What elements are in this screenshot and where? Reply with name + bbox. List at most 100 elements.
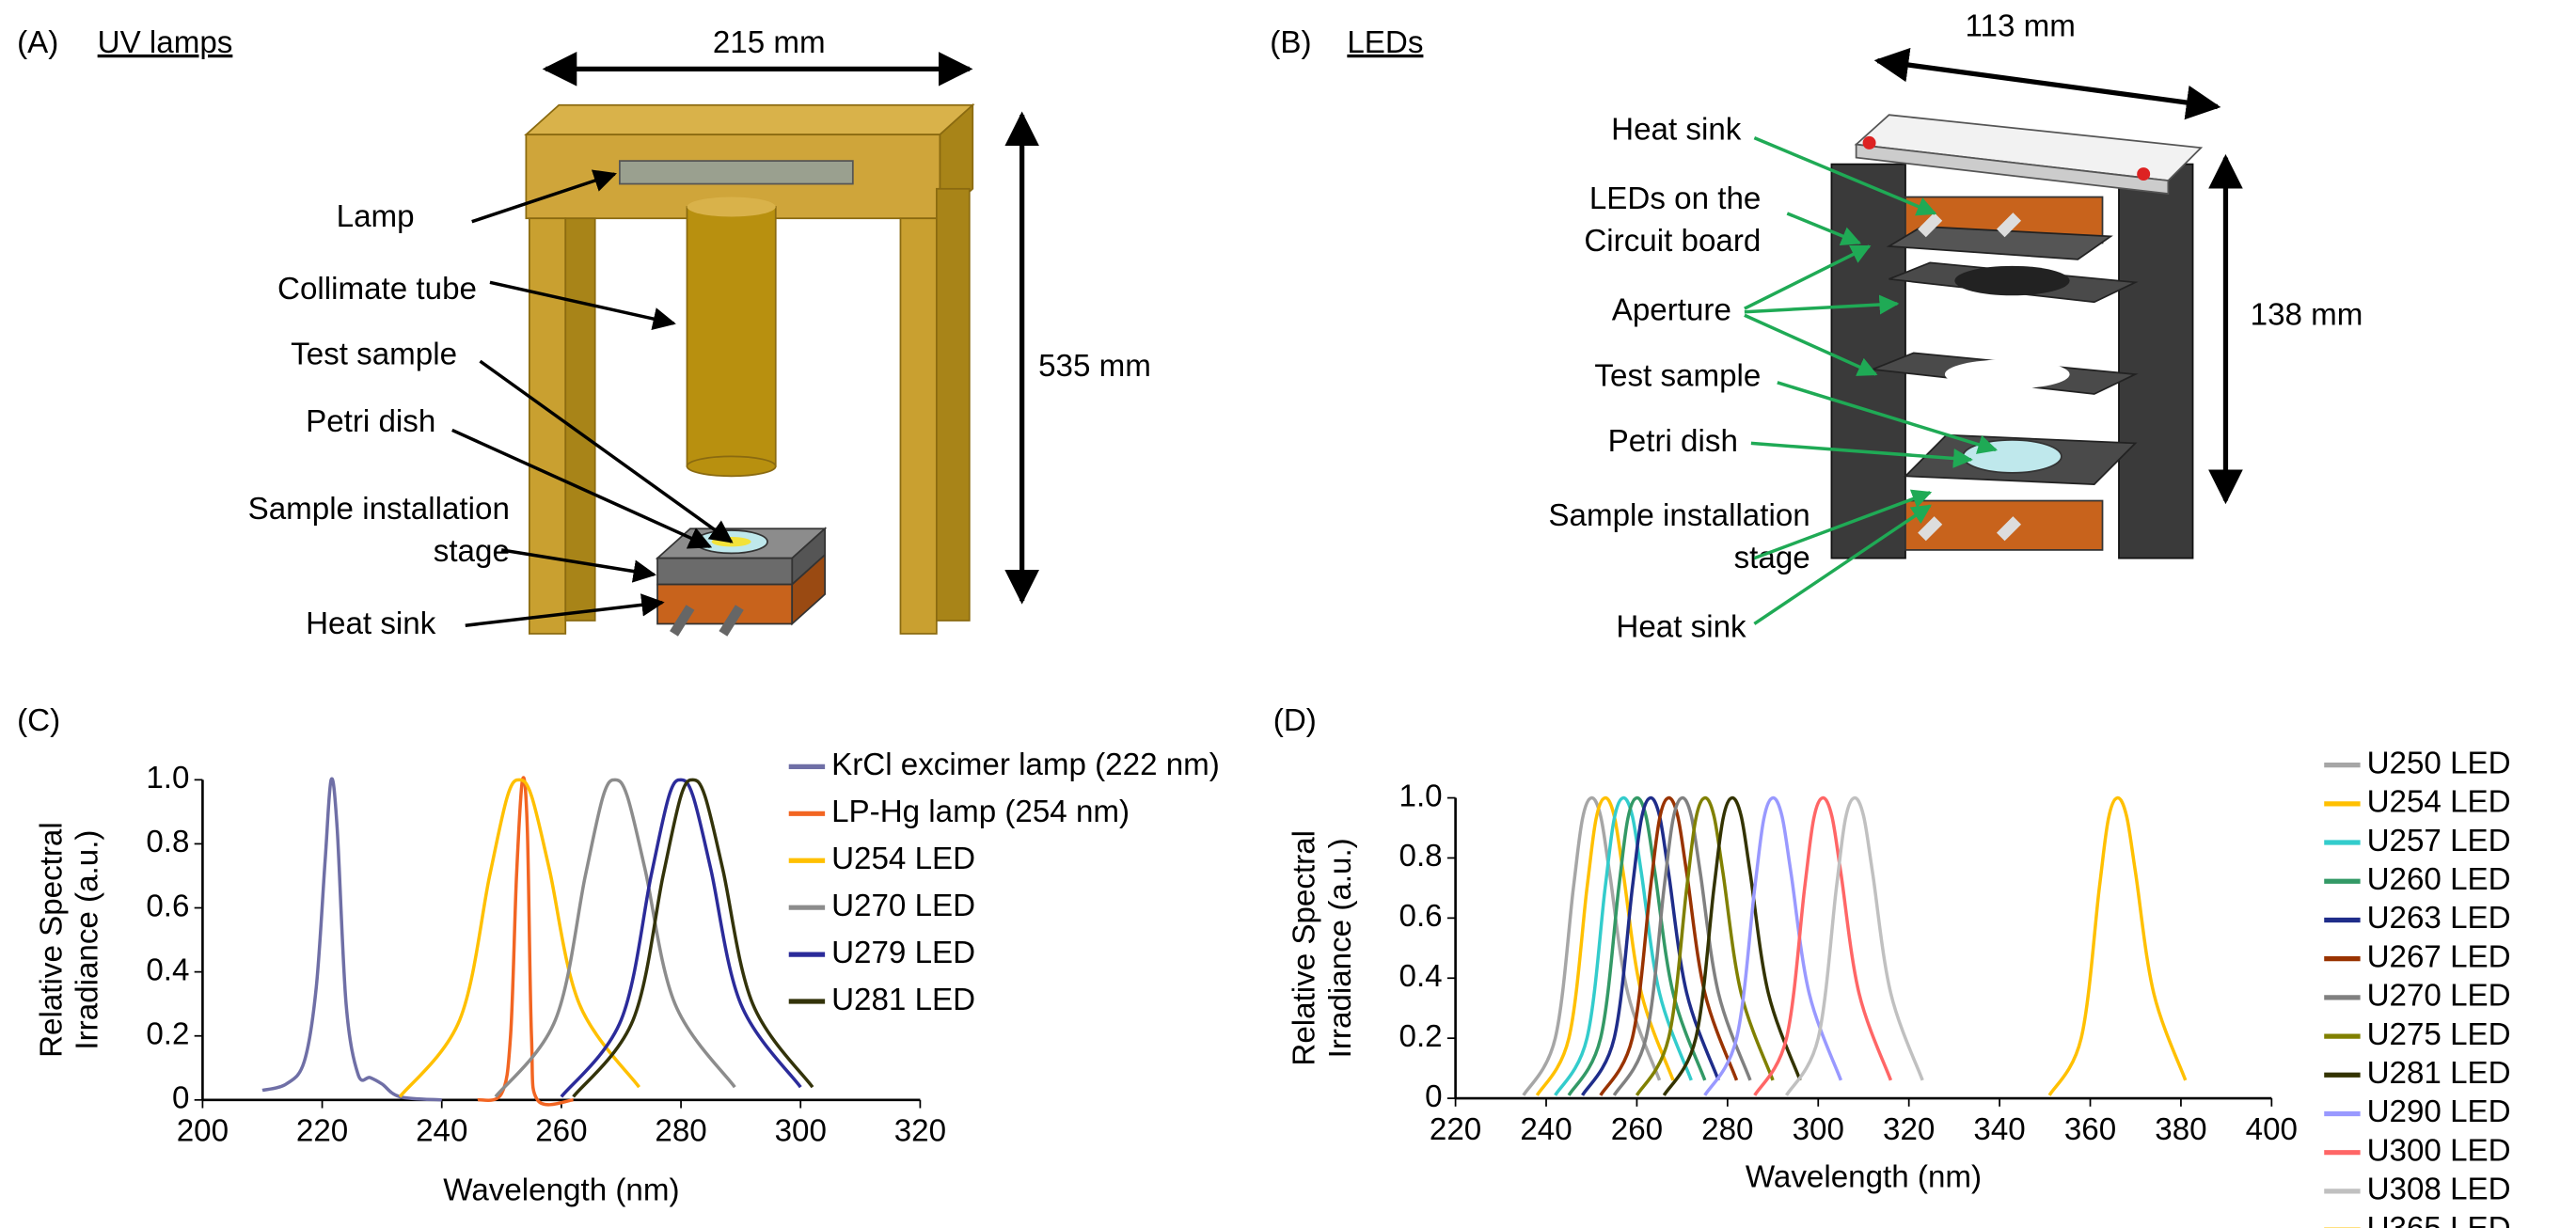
- legend-label: U365 LED: [2367, 1211, 2511, 1228]
- part-label: LEDs on the: [1589, 181, 1761, 216]
- spectrum-line: [572, 778, 814, 1098]
- leader-arrow: [500, 548, 656, 583]
- leader-arrow: [1753, 489, 1933, 560]
- part-label: Circuit board: [1584, 224, 1761, 259]
- leader-arrow: [1753, 504, 1932, 625]
- y-tick-label: 0.8: [1399, 839, 1443, 874]
- leader-arrow: [1744, 244, 1872, 310]
- led-apparatus: [1830, 47, 2243, 559]
- panel-label: (C): [17, 703, 60, 738]
- x-tick-label: 220: [1430, 1112, 1481, 1147]
- leader-arrow: [479, 359, 734, 543]
- x-tick-label: 360: [2064, 1112, 2116, 1147]
- legend-label: U270 LED: [2367, 979, 2511, 1014]
- legend-label: U290 LED: [2367, 1094, 2511, 1129]
- x-tick-label: 200: [177, 1113, 229, 1148]
- spectrum-line: [1662, 795, 1802, 1096]
- y-tick-label: 0.6: [1399, 899, 1443, 934]
- part-label: Heat sink: [1616, 609, 1746, 644]
- spectrum-line: [1612, 795, 1752, 1096]
- y-axis-label: Relative Spectral: [1287, 830, 1321, 1066]
- y-tick-label: 0: [172, 1081, 189, 1116]
- panel-label: (D): [1273, 703, 1317, 738]
- panel-title: LEDs: [1347, 25, 1423, 60]
- part-label: Lamp: [337, 199, 415, 234]
- leader-arrow: [1750, 441, 1973, 468]
- panel-title: UV lamps: [98, 25, 233, 60]
- leader-arrow: [1744, 294, 1900, 315]
- dimension-label: 215 mm: [713, 25, 826, 60]
- y-tick-label: 0.2: [1399, 1019, 1443, 1054]
- y-tick-label: 0.4: [1399, 959, 1443, 994]
- panel-label: (B): [1270, 25, 1311, 60]
- leader-arrow: [1777, 381, 1999, 454]
- x-tick-label: 240: [1520, 1112, 1572, 1147]
- x-tick-label: 300: [775, 1113, 827, 1148]
- spectrum-line: [1599, 795, 1739, 1096]
- y-tick-label: 0: [1425, 1079, 1442, 1114]
- spectrum-line: [1703, 795, 1842, 1096]
- x-tick-label: 380: [2155, 1112, 2206, 1147]
- legend-label: U275 LED: [2367, 1017, 2511, 1052]
- leader-arrow: [1753, 136, 1937, 216]
- legend-label: U250 LED: [2367, 746, 2511, 780]
- part-label: Heat sink: [1611, 112, 1742, 147]
- spectrum-line: [1567, 795, 1707, 1096]
- x-tick-label: 260: [535, 1113, 587, 1148]
- part-label: Petri dish: [306, 404, 435, 439]
- legend-label: U279 LED: [831, 936, 975, 970]
- part-label: stage: [1734, 541, 1810, 575]
- legend-label: U254 LED: [2367, 785, 2511, 820]
- legend-label: U263 LED: [2367, 901, 2511, 936]
- x-tick-label: 280: [655, 1113, 706, 1148]
- spectrum-line: [398, 778, 640, 1098]
- x-tick-label: 260: [1611, 1112, 1663, 1147]
- x-tick-label: 400: [2246, 1112, 2298, 1147]
- x-tick-label: 220: [296, 1113, 348, 1148]
- leader-arrow: [1786, 212, 1862, 245]
- legend-label: U257 LED: [2367, 824, 2511, 858]
- part-label: Sample installation: [1548, 498, 1810, 533]
- spectrum-line: [261, 777, 442, 1102]
- spectrum-line: [477, 776, 574, 1107]
- part-label: Petri dish: [1608, 424, 1738, 459]
- part-label: Sample installation: [248, 492, 510, 527]
- y-tick-label: 0.4: [146, 952, 189, 987]
- y-tick-label: 0.2: [146, 1016, 189, 1051]
- x-tick-label: 320: [1883, 1112, 1935, 1147]
- x-tick-label: 240: [416, 1113, 467, 1148]
- spectrum-line: [494, 778, 736, 1098]
- y-tick-label: 1.0: [146, 761, 189, 795]
- y-tick-label: 0.8: [146, 825, 189, 859]
- dimension-label: 113 mm: [1966, 8, 2076, 43]
- legend-label: LP-Hg lamp (254 nm): [831, 795, 1130, 829]
- legend-label: U308 LED: [2367, 1173, 2511, 1207]
- part-label: Aperture: [1612, 293, 1731, 328]
- legend-label: U267 LED: [2367, 939, 2511, 974]
- panel-label: (A): [17, 25, 58, 60]
- y-tick-label: 1.0: [1399, 779, 1443, 813]
- y-axis-label: Relative Spectral: [34, 822, 69, 1058]
- x-axis-label: Wavelength (nm): [1746, 1159, 1982, 1194]
- spectrum-line: [1784, 795, 1924, 1096]
- part-label: Collimate tube: [277, 272, 477, 307]
- legend-label: U270 LED: [831, 889, 975, 923]
- legend-label: U281 LED: [2367, 1056, 2511, 1091]
- spectrum-line: [2047, 795, 2188, 1096]
- x-tick-label: 340: [1973, 1112, 2025, 1147]
- spectrum-line: [560, 778, 802, 1098]
- legend-label: U300 LED: [2367, 1133, 2511, 1168]
- spectrum-line: [1581, 795, 1720, 1096]
- y-tick-label: 0.6: [146, 889, 189, 923]
- y-axis-label: Irradiance (a.u.): [71, 830, 105, 1050]
- spectrum-line: [1753, 795, 1893, 1096]
- leader-arrow: [471, 169, 617, 224]
- leader-arrow: [465, 593, 665, 627]
- part-label: stage: [434, 534, 510, 569]
- x-axis-label: Wavelength (nm): [443, 1173, 679, 1207]
- y-axis-label: Irradiance (a.u.): [1323, 838, 1358, 1058]
- legend-label: U260 LED: [2367, 862, 2511, 897]
- leader-arrow: [1744, 313, 1878, 376]
- legend-label: U254 LED: [831, 842, 975, 876]
